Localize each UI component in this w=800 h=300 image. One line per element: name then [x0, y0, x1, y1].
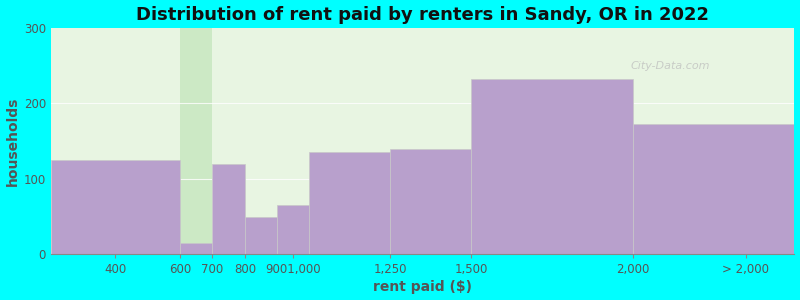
X-axis label: rent paid ($): rent paid ($) — [373, 280, 472, 294]
Bar — [213, 164, 245, 254]
Bar — [51, 160, 180, 254]
Bar — [390, 148, 471, 254]
Text: City-Data.com: City-Data.com — [631, 61, 710, 70]
Title: Distribution of rent paid by renters in Sandy, OR in 2022: Distribution of rent paid by renters in … — [136, 6, 709, 24]
Bar — [633, 124, 794, 254]
Y-axis label: households: households — [6, 96, 19, 186]
Bar — [180, 28, 213, 254]
Bar — [277, 205, 310, 254]
Bar — [310, 152, 390, 254]
Bar — [180, 243, 213, 254]
Bar — [245, 217, 277, 254]
Bar — [471, 79, 633, 254]
